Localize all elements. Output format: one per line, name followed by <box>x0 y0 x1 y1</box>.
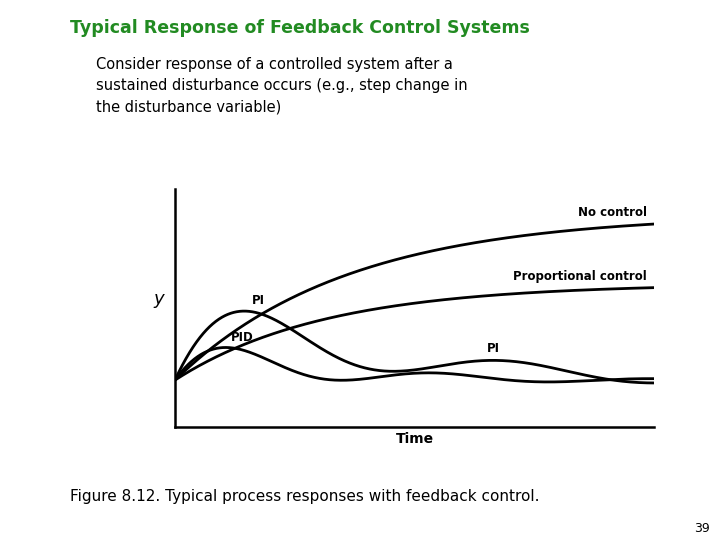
X-axis label: Time: Time <box>395 432 433 446</box>
Text: Chapter 8: Chapter 8 <box>22 212 42 328</box>
Text: PID: PID <box>230 331 253 344</box>
Text: No control: No control <box>578 206 647 219</box>
Y-axis label: y: y <box>153 290 163 308</box>
Text: PI: PI <box>251 294 264 307</box>
Text: Typical Response of Feedback Control Systems: Typical Response of Feedback Control Sys… <box>70 19 530 37</box>
Text: Consider response of a controlled system after a
sustained disturbance occurs (e: Consider response of a controlled system… <box>96 57 468 115</box>
Text: 39: 39 <box>694 522 710 535</box>
Text: PI: PI <box>487 342 500 355</box>
Text: Figure 8.12. Typical process responses with feedback control.: Figure 8.12. Typical process responses w… <box>70 489 539 504</box>
Text: Proportional control: Proportional control <box>513 269 647 282</box>
